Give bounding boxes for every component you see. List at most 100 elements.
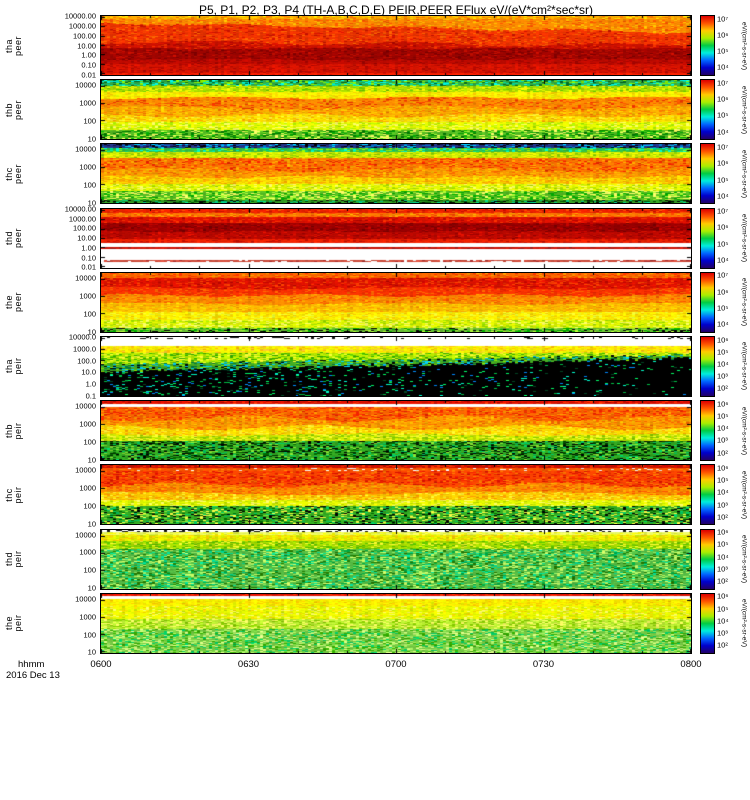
colorbar-unit-text: eV/(cm²-s-sr-eV) (740, 214, 748, 263)
y-tick-label: 1000 (79, 291, 96, 301)
panel-plot (100, 15, 692, 76)
colorbar-tick-label: 10³ (717, 371, 728, 381)
colorbar-unit-text: eV/(cm²-s-sr-eV) (740, 342, 748, 391)
colorbar (700, 592, 715, 654)
colorbar-tick-label: 10⁶ (717, 335, 729, 345)
spectrogram-canvas (101, 465, 691, 525)
colorbar-unit-text: eV/(cm²-s-sr-eV) (740, 599, 748, 648)
y-tick-label: 10000 (75, 80, 96, 90)
y-tick-label: 1000.00 (68, 214, 96, 224)
spectrogram-panel-row: thc peer 10000 1000 100 10 10⁷ 10⁶ 10⁵ 10⁴ eV/… (0, 143, 750, 208)
colorbar-tick-label: 10⁶ (717, 287, 729, 297)
colorbar-gap (692, 400, 700, 401)
y-tick-label: 10 (87, 647, 96, 657)
colorbar-tick-label: 10⁴ (717, 255, 729, 265)
panel-ylabel: thb peer (0, 79, 28, 140)
colorbar-tick-label: 10⁵ (717, 347, 729, 357)
colorbar-tick-label: 10³ (717, 564, 728, 574)
colorbar-unit-label: eV/(cm²-s-sr-eV) (738, 15, 750, 76)
y-tick-label: 10000 (75, 594, 96, 604)
y-tick-label: 1000 (79, 483, 96, 493)
colorbar-unit-label: eV/(cm²-s-sr-eV) (738, 272, 750, 333)
y-tick-label: 1000.00 (68, 21, 96, 31)
panel-y-axis: 10000.00 1000.00 100.00 10.00 1.00 0.10 0.01 (28, 12, 100, 80)
y-tick-label: 10000 (75, 273, 96, 283)
colorbar (700, 335, 715, 397)
colorbar-gap (692, 336, 700, 337)
x-tick-label: 0800 (680, 659, 702, 670)
panel-ylabel: tha peir (0, 336, 28, 397)
x-axis-unit-label: hhmm (18, 659, 45, 670)
y-tick-label: 1000 (79, 98, 96, 108)
y-tick-label: 10.0 (81, 367, 96, 377)
colorbar-tick-label: 10² (717, 640, 728, 650)
panel-inst-label: peir (13, 422, 23, 440)
y-tick-label: 100 (83, 565, 96, 575)
colorbar-unit-label: eV/(cm²-s-sr-eV) (738, 208, 750, 269)
colorbar (700, 271, 715, 333)
y-tick-label: 100 (83, 180, 96, 190)
spectrogram-canvas (101, 529, 691, 589)
colorbar-tick-label: 10⁶ (717, 94, 729, 104)
y-tick-label: 0.01 (81, 262, 96, 272)
spectrogram-panel-row: thb peir 10000 1000 100 10 10⁶ 10⁵ 10⁴ 10³ 10² … (0, 399, 750, 464)
y-tick-label: 10 (87, 583, 96, 593)
colorbar-tick-label: 10⁶ (717, 399, 729, 409)
colorbar-unit-label: eV/(cm²-s-sr-eV) (738, 464, 750, 525)
colorbar (700, 79, 715, 141)
y-tick-label: 10 (87, 519, 96, 529)
y-tick-label: 1000.0 (73, 344, 96, 354)
colorbar-tick-label: 10⁴ (717, 616, 729, 626)
panel-plot (100, 464, 692, 526)
colorbar-tick-label: 10⁶ (717, 158, 729, 168)
y-tick-label: 1000 (79, 612, 96, 622)
y-tick-label: 10000 (75, 465, 96, 475)
y-tick-label: 10000 (75, 530, 96, 540)
panel-ylabel: tha peer (0, 15, 28, 76)
spectrogram-canvas (101, 593, 691, 653)
y-tick-label: 100 (83, 437, 96, 447)
spectrogram-panel-row: the peir 10000 1000 100 10 10⁶ 10⁵ 10⁴ 10³ 10² … (0, 592, 750, 657)
colorbar-tick-label: 10² (717, 448, 728, 458)
colorbar-ticks: 10⁷ 10⁶ 10⁵ 10⁴ (715, 270, 738, 333)
colorbar-ticks: 10⁷ 10⁶ 10⁵ 10⁴ (715, 14, 738, 76)
colorbar-gap (692, 79, 700, 80)
panel-plot (100, 79, 692, 141)
y-tick-label: 1.00 (81, 243, 96, 253)
x-tick-label: 0600 (90, 659, 112, 670)
y-tick-label: 0.10 (81, 60, 96, 70)
panel-plot (100, 528, 692, 590)
spectrogram-canvas (101, 80, 691, 140)
x-axis-date-label: 2016 Dec 13 (6, 670, 60, 681)
colorbar-tick-label: 10² (717, 512, 728, 522)
panel-plot (100, 592, 692, 654)
y-tick-label: 10000 (75, 401, 96, 411)
colorbar-tick-label: 10⁷ (717, 270, 729, 280)
panel-y-axis: 10000 1000 100 10 (28, 464, 100, 529)
y-tick-label: 1000 (79, 547, 96, 557)
colorbar-tick-label: 10⁴ (717, 487, 729, 497)
colorbar-tick-label: 10⁵ (717, 604, 729, 614)
y-tick-label: 10000.0 (68, 332, 96, 342)
y-tick-label: 0.10 (81, 253, 96, 263)
colorbar-ticks: 10⁷ 10⁶ 10⁵ 10⁴ (715, 143, 738, 204)
panel-y-axis: 10000 1000 100 10 (28, 143, 100, 208)
y-tick-label: 100.00 (73, 31, 96, 41)
panel-inst-label: peir (13, 614, 23, 632)
colorbar-tick-label: 10⁴ (717, 127, 729, 137)
panel-ylabel: the peir (0, 593, 28, 654)
colorbar-gap (692, 208, 700, 209)
y-tick-label: 0.01 (81, 70, 96, 80)
spectrogram-panel-row: the peer 10000 1000 100 10 10⁷ 10⁶ 10⁵ 10⁴ eV/… (0, 270, 750, 336)
colorbar-unit-text: eV/(cm²-s-sr-eV) (740, 534, 748, 584)
colorbar-ticks: 10⁶ 10⁵ 10⁴ 10³ 10² (715, 399, 738, 461)
colorbar-unit-text: eV/(cm²-s-sr-eV) (740, 278, 748, 327)
colorbar-tick-label: 10⁵ (717, 411, 729, 421)
panel-ylabel: thc peer (0, 143, 28, 204)
y-tick-label: 100 (83, 309, 96, 319)
colorbar-tick-label: 10⁷ (717, 78, 729, 88)
x-tick-label: 0630 (237, 659, 260, 670)
panel-ylabel: thd peer (0, 208, 28, 269)
colorbar-tick-label: 10³ (717, 435, 728, 445)
x-axis: 0600 0630 0700 0730 0800 (90, 659, 701, 671)
